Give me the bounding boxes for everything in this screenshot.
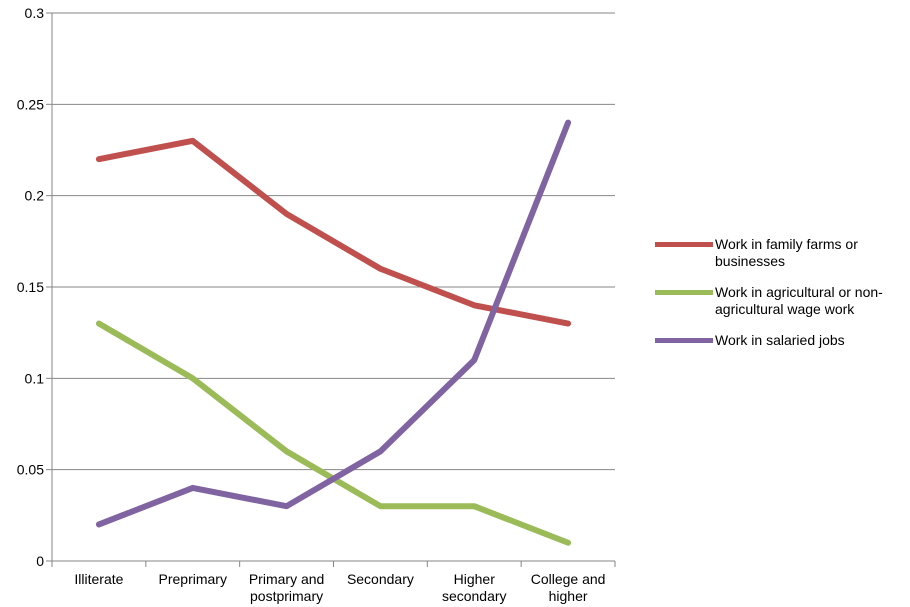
- legend-item: Work in family farms or businesses: [655, 236, 905, 270]
- legend-swatch: [655, 290, 713, 295]
- series-line: [95, 137, 572, 327]
- x-tick-labels: Illiterate Preprimary Primary and postprima…: [74, 571, 605, 604]
- y-tick-label: 0.05: [17, 462, 44, 478]
- x-tick-label: Preprimary: [159, 571, 227, 587]
- legend-swatch: [655, 242, 713, 247]
- legend-label: Work in salaried jobs: [715, 332, 845, 348]
- x-tick-label: College and higher: [531, 571, 606, 604]
- y-tick-label: 0.2: [25, 188, 45, 204]
- y-tick-label: 0: [36, 553, 44, 569]
- series-lines: [95, 119, 572, 546]
- y-tick-label: 0.15: [17, 279, 44, 295]
- series-line: [95, 119, 572, 528]
- y-tick-label: 0.3: [25, 5, 45, 21]
- legend-item: Work in agricultural or non-agricultural…: [655, 284, 905, 318]
- y-tick-label: 0.1: [25, 370, 45, 386]
- legend-label: Work in family farms or businesses: [715, 236, 858, 269]
- y-tick-label: 0.25: [17, 96, 44, 112]
- x-tick-label: Primary and postprimary: [249, 571, 324, 604]
- axes: [46, 12, 616, 567]
- series-line: [95, 320, 572, 546]
- x-tick-label: Higher secondary: [442, 571, 507, 604]
- legend: Work in family farms or businesses Work in…: [655, 236, 905, 363]
- y-tick-labels: 0 0.05 0.1 0.15 0.2 0.25 0.3: [17, 5, 44, 569]
- legend-label: Work in agricultural or non-agricultural…: [715, 284, 883, 317]
- x-tick-label: Secondary: [347, 571, 414, 587]
- legend-swatch: [655, 338, 713, 343]
- x-tick-label: Illiterate: [74, 571, 123, 587]
- gridlines: [52, 12, 615, 471]
- legend-item: Work in salaried jobs: [655, 332, 905, 349]
